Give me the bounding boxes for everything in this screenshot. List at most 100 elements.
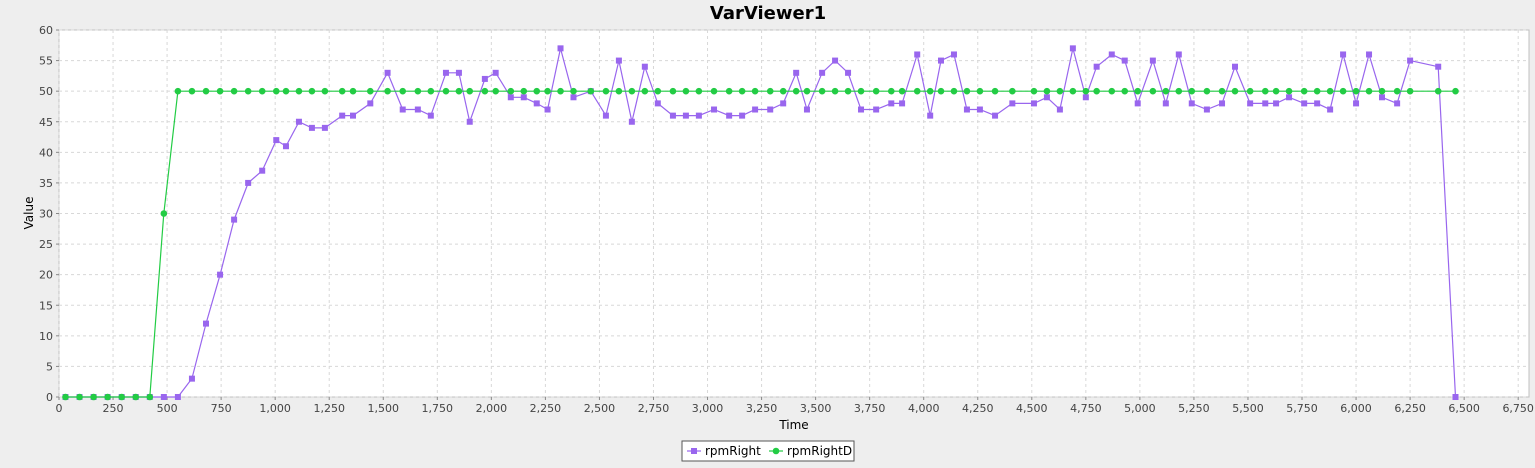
y-tick-label: 15 — [39, 299, 53, 312]
data-point — [857, 87, 865, 95]
y-tick-label: 5 — [46, 360, 53, 373]
data-point — [231, 216, 238, 223]
data-point — [803, 106, 810, 113]
data-point — [710, 87, 718, 95]
data-point — [711, 106, 718, 113]
data-point — [1261, 87, 1269, 95]
x-tick-label: 6,000 — [1340, 402, 1372, 415]
data-point — [203, 320, 209, 327]
data-point — [1082, 94, 1089, 101]
x-tick-label: 4,000 — [908, 402, 940, 415]
data-point — [950, 51, 957, 58]
y-tick-label: 10 — [39, 330, 53, 343]
y-tick-label: 60 — [39, 24, 53, 37]
data-point — [819, 69, 826, 76]
data-point — [1340, 51, 1347, 58]
data-point — [1246, 87, 1254, 95]
data-point — [873, 106, 880, 113]
data-point — [1043, 87, 1051, 95]
x-tick-label: 3,250 — [746, 402, 778, 415]
data-point — [1339, 87, 1347, 95]
series-layer — [62, 45, 1459, 401]
data-point — [1175, 87, 1183, 95]
x-tick-label: 3,500 — [800, 402, 832, 415]
data-point — [174, 394, 181, 400]
data-point — [1247, 100, 1254, 107]
data-point — [544, 106, 551, 113]
data-point — [259, 167, 266, 174]
data-point — [937, 87, 945, 95]
data-point — [1452, 394, 1459, 400]
data-point — [384, 87, 391, 95]
x-tick-label: 2,500 — [584, 402, 616, 415]
data-point — [104, 393, 111, 401]
data-point — [557, 45, 564, 52]
data-point — [188, 87, 196, 95]
data-point — [695, 112, 702, 119]
data-point — [926, 87, 934, 95]
data-point — [1407, 57, 1414, 64]
x-tick-label: 750 — [211, 402, 232, 415]
data-point — [1435, 63, 1442, 70]
data-point — [188, 375, 195, 382]
data-point — [427, 112, 434, 119]
y-tick-label: 55 — [39, 55, 53, 68]
data-point — [779, 87, 787, 95]
data-point — [682, 112, 689, 119]
data-point — [1134, 100, 1141, 107]
x-tick-label: 4,500 — [1016, 402, 1048, 415]
data-point — [455, 87, 463, 95]
data-point — [570, 94, 577, 101]
data-point — [1203, 87, 1211, 95]
data-point — [76, 393, 83, 401]
x-tick-label: 3,000 — [692, 402, 724, 415]
data-point — [858, 106, 865, 113]
data-point — [1030, 100, 1037, 107]
chart-title: VarViewer1 — [710, 3, 826, 24]
data-point — [669, 112, 676, 119]
data-point — [766, 87, 774, 95]
x-tick-label: 4,750 — [1070, 402, 1102, 415]
data-point — [1009, 87, 1016, 95]
data-point — [160, 210, 168, 217]
data-point — [1069, 87, 1077, 95]
data-point — [492, 87, 499, 95]
data-point — [427, 87, 435, 95]
data-point — [1394, 100, 1401, 107]
data-point — [738, 87, 746, 95]
data-point — [832, 57, 839, 64]
data-point — [695, 87, 703, 95]
x-tick-label: 5,250 — [1178, 402, 1210, 415]
data-point — [628, 118, 635, 125]
x-tick-label: 3,750 — [854, 402, 886, 415]
x-tick-label: 2,000 — [476, 402, 508, 415]
data-point — [628, 87, 636, 95]
data-point — [132, 393, 140, 401]
x-tick-label: 2,250 — [530, 402, 562, 415]
x-tick-label: 2,750 — [638, 402, 670, 415]
data-point — [991, 87, 999, 95]
data-point — [466, 118, 473, 125]
data-point — [803, 87, 811, 95]
data-point — [442, 87, 450, 95]
data-point — [1406, 87, 1414, 95]
data-point — [1301, 100, 1308, 107]
data-point — [976, 87, 984, 95]
data-point — [1149, 57, 1156, 64]
y-tick-label: 50 — [39, 85, 53, 98]
x-tick-label: 1,500 — [368, 402, 400, 415]
data-point — [615, 87, 623, 95]
data-point — [602, 87, 610, 95]
data-point — [767, 106, 774, 113]
data-point — [282, 143, 289, 150]
data-point — [739, 112, 746, 119]
data-point — [1231, 87, 1239, 95]
data-point — [1121, 57, 1128, 64]
axes: 0 250 500 750 1,000 1,250 1,500 1,750 2,000 2,250… — [39, 24, 1534, 415]
data-point — [1069, 45, 1076, 52]
data-point — [1219, 100, 1226, 107]
data-point — [217, 271, 224, 278]
y-tick-label: 20 — [39, 269, 53, 282]
